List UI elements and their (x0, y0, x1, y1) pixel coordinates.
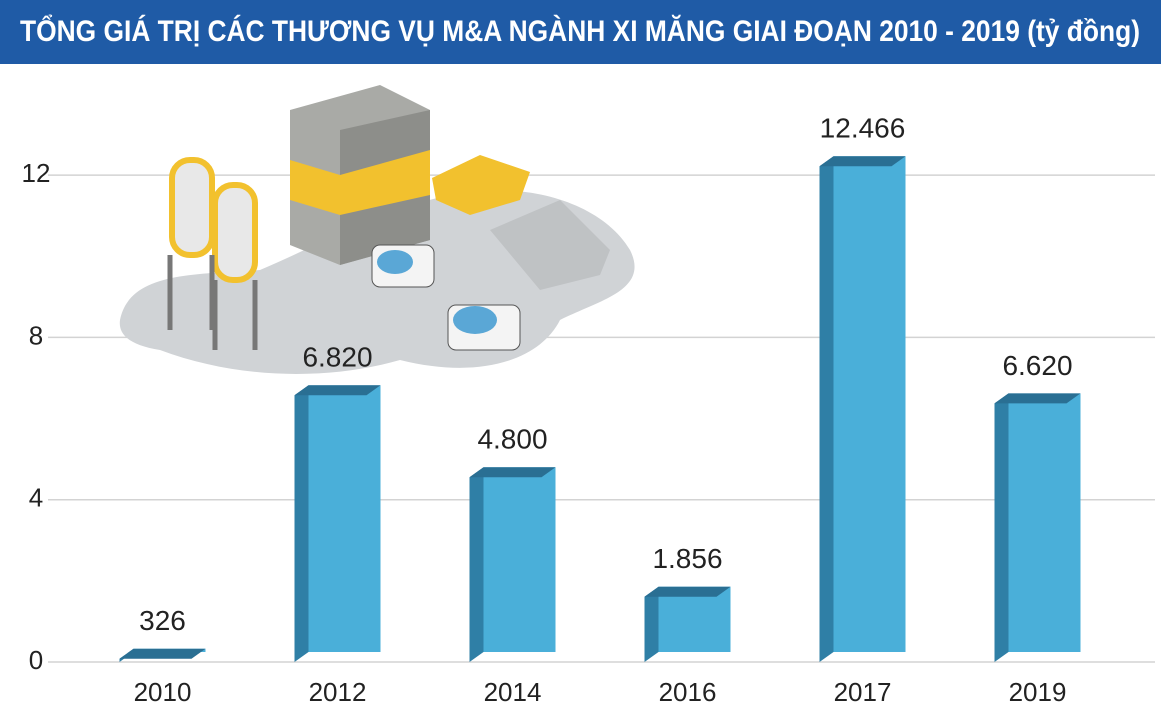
x-tick-label: 2012 (309, 677, 367, 707)
x-tick-label: 2010 (134, 677, 192, 707)
bar-top (644, 586, 731, 597)
value-label: 12.466 (820, 113, 906, 144)
chart-title: TỔNG GIÁ TRỊ CÁC THƯƠNG VỤ M&A NGÀNH XI … (20, 14, 1140, 48)
bar-top (469, 467, 556, 478)
bar (308, 385, 381, 652)
x-tick-label: 2019 (1009, 677, 1067, 707)
y-tick-label: 0 (29, 645, 43, 675)
bars: 2010 326 2012 6.820 2014 4.800 2016 1.856 2017 12… (119, 113, 1081, 707)
value-label: 4.800 (477, 424, 547, 455)
bar (1008, 393, 1081, 652)
bar-side (994, 393, 1009, 662)
value-label: 6.620 (1002, 350, 1072, 381)
bar-side (294, 385, 309, 662)
bar (483, 467, 556, 652)
bar (833, 156, 906, 652)
value-label: 6.820 (302, 342, 372, 373)
bar-top (819, 156, 906, 167)
title-bar (0, 0, 1161, 64)
bar-top (294, 385, 381, 396)
value-label: 326 (139, 605, 186, 636)
y-tick-label: 4 (29, 483, 43, 513)
bar-top (119, 648, 206, 659)
y-tick-label: 12 (22, 158, 51, 188)
bar-top (994, 393, 1081, 404)
bar-side (644, 586, 659, 662)
x-tick-label: 2016 (659, 677, 717, 707)
x-tick-label: 2014 (484, 677, 542, 707)
x-tick-label: 2017 (834, 677, 892, 707)
value-label: 1.856 (652, 543, 722, 574)
bar-side (469, 467, 484, 662)
y-tick-label: 8 (29, 320, 43, 350)
bar (658, 586, 731, 652)
illustration (119, 85, 635, 374)
bar-side (819, 156, 834, 662)
